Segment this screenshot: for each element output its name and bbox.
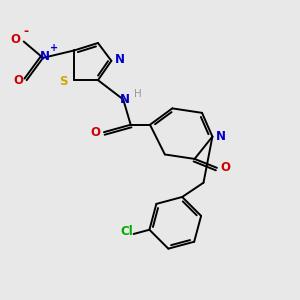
Text: N: N [115,53,125,66]
Text: H: H [134,89,142,99]
Text: O: O [220,161,230,174]
Text: S: S [60,75,68,88]
Text: Cl: Cl [121,225,134,238]
Text: -: - [23,25,28,38]
Text: N: N [120,93,130,106]
Text: O: O [11,33,20,46]
Text: N: N [216,130,226,143]
Text: +: + [50,44,58,53]
Text: O: O [91,126,100,139]
Text: O: O [13,74,23,87]
Text: N: N [40,50,50,63]
